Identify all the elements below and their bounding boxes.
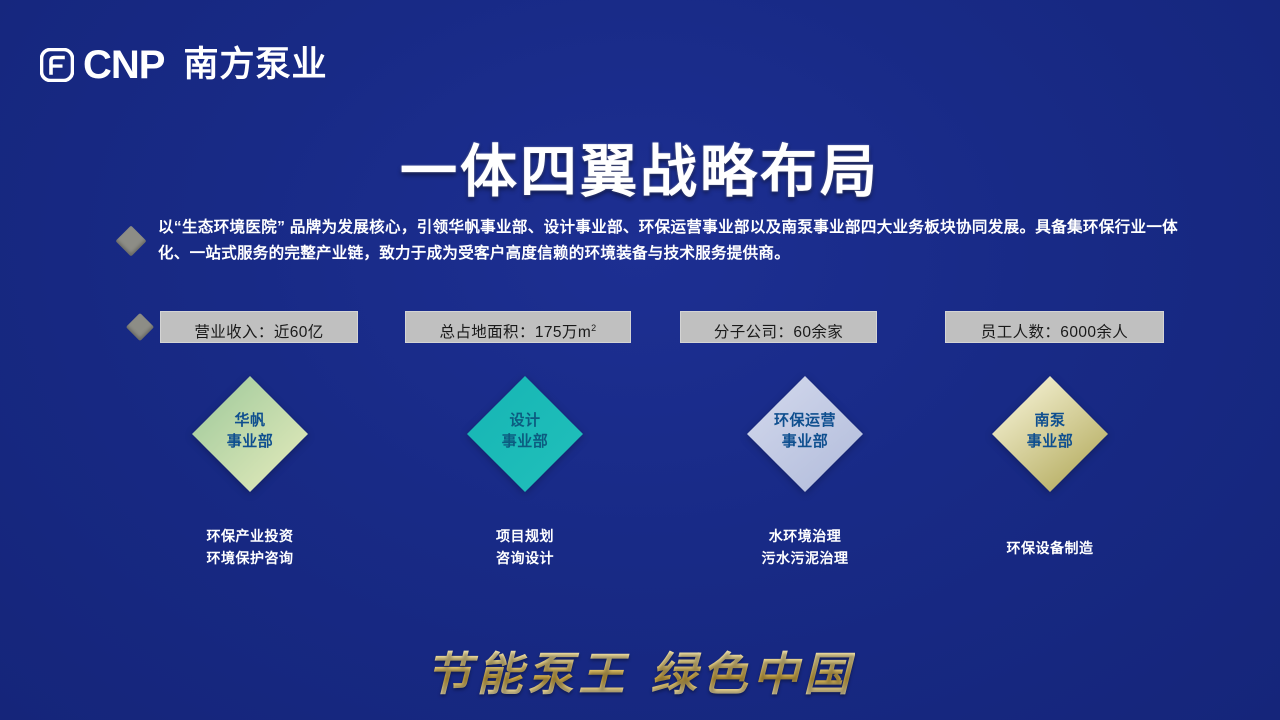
diamond-shape-icon (745, 374, 865, 494)
unit-caption-line1: 水环境治理 (768, 528, 842, 544)
diamond-bullet-icon (115, 225, 147, 257)
footer-slogan: 节能泵王 绿色中国 (0, 638, 1280, 704)
stat-label: 总占地面积：175万m (439, 324, 592, 342)
stat-label: 分子公司：60余家 (713, 324, 844, 342)
stats-row: 营业收入：近60亿 总占地面积：175万m2 分子公司：60余家 员工人数：60… (0, 311, 1280, 343)
unit-label: 南泵 事业部 (925, 410, 1175, 452)
unit-caption-line1: 环保产业投资 (206, 528, 294, 544)
business-unit-huafan[interactable]: 华帆 事业部 环保产业投资 环境保护咨询 (125, 358, 375, 569)
stat-label: 营业收入：近60亿 (194, 324, 324, 342)
unit-caption-line2: 污水污泥治理 (761, 550, 849, 566)
stat-box: 总占地面积：175万m2 (405, 311, 631, 343)
unit-label-line1: 南泵 (1034, 412, 1066, 429)
stat-label: 员工人数：6000余人 (980, 324, 1129, 342)
unit-caption-line1: 环保设备制造 (1006, 540, 1094, 556)
unit-caption-line2: 咨询设计 (496, 550, 554, 566)
unit-caption: 水环境治理 污水污泥治理 (680, 525, 930, 569)
business-unit-huanbaoyunying[interactable]: 环保运营 事业部 水环境治理 污水污泥治理 (680, 358, 930, 569)
intro-text: 以“生态环境医院” 品牌为发展核心，引领华帆事业部、设计事业部、环保运营事业部以… (158, 219, 1178, 262)
business-units: 华帆 事业部 环保产业投资 环境保护咨询 (0, 358, 1280, 588)
unit-label-line1: 华帆 (234, 412, 266, 429)
unit-label-line1: 环保运营 (773, 412, 836, 429)
footer-slogan-text: 节能泵王 绿色中国 (425, 638, 854, 704)
page-title: 一体四翼战略布局 (400, 140, 880, 204)
unit-label: 环保运营 事业部 (680, 410, 930, 452)
brand-latin: CNP (83, 43, 165, 87)
unit-label: 华帆 事业部 (125, 410, 375, 452)
stat-box: 分子公司：60余家 (680, 311, 877, 343)
stat-box: 员工人数：6000余人 (945, 311, 1164, 343)
unit-label-line1: 设计 (509, 412, 541, 429)
unit-label-line2: 事业部 (1026, 433, 1074, 450)
unit-label-line2: 事业部 (781, 433, 829, 450)
stat-box: 营业收入：近60亿 (160, 311, 358, 343)
diamond-shape-icon (465, 374, 585, 494)
unit-caption: 项目规划 咨询设计 (400, 525, 650, 569)
intro-block: 以“生态环境医院” 品牌为发展核心，引领华帆事业部、设计事业部、环保运营事业部以… (115, 215, 1180, 267)
unit-label: 设计 事业部 (400, 410, 650, 452)
business-unit-nanbeng[interactable]: 南泵 事业部 环保设备制造 (925, 358, 1175, 559)
unit-caption: 环保产业投资 环境保护咨询 (125, 525, 375, 569)
diamond-shape-icon (190, 374, 310, 494)
unit-caption-line2: 环境保护咨询 (206, 550, 294, 566)
unit-caption: 环保设备制造 (925, 537, 1175, 559)
brand-chinese: 南方泵业 (183, 45, 328, 84)
diamond-shape-icon (990, 374, 1110, 494)
business-unit-sheji[interactable]: 设计 事业部 项目规划 咨询设计 (400, 358, 650, 569)
unit-caption-line1: 项目规划 (496, 528, 554, 544)
unit-label-line2: 事业部 (501, 433, 549, 450)
brand-logo: CNP 南方泵业 (39, 43, 328, 87)
cnp-logo-mark-icon (39, 47, 75, 83)
unit-label-line2: 事业部 (226, 433, 274, 450)
stat-superscript: 2 (591, 323, 597, 333)
